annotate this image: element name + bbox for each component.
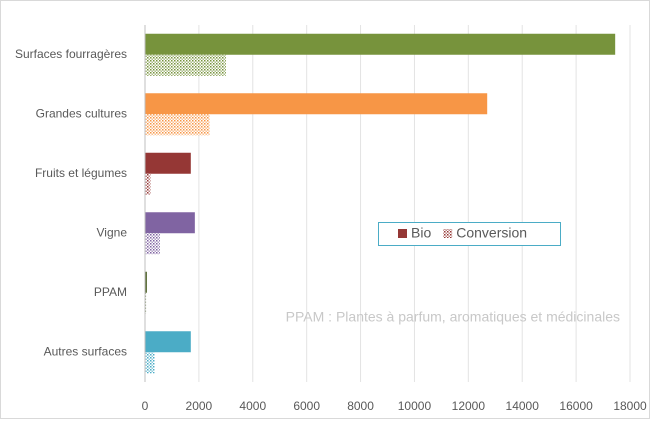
bar (145, 114, 210, 136)
y-tick-label: PPAM (94, 285, 127, 299)
legend-swatch (443, 229, 453, 238)
bar (145, 271, 147, 293)
bar (145, 152, 191, 174)
y-tick-label: Surfaces fourragères (15, 47, 127, 61)
bar (145, 292, 147, 314)
y-tick-label: Grandes cultures (36, 106, 127, 120)
legend-box (378, 222, 561, 246)
x-tick-label: 12000 (452, 399, 486, 413)
bar (145, 173, 151, 195)
annotation: PPAM : Plantes à parfum, aromatiques et … (286, 309, 620, 325)
bar (145, 54, 226, 76)
x-tick-label: 4000 (239, 399, 266, 413)
bar (145, 331, 191, 353)
bar (145, 93, 488, 115)
x-tick-label: 8000 (347, 399, 374, 413)
legend-label: Bio (411, 225, 431, 241)
x-tick-label: 2000 (186, 399, 213, 413)
x-tick-label: 16000 (559, 399, 593, 413)
legend-swatch (398, 229, 407, 238)
bar (145, 352, 155, 374)
y-tick-label: Fruits et légumes (35, 166, 127, 180)
x-tick-label: 18000 (613, 399, 647, 413)
y-tick-label: Autres surfaces (44, 344, 127, 358)
y-tick-label: Vigne (97, 225, 128, 239)
bar (145, 212, 195, 234)
x-tick-label: 0 (142, 399, 149, 413)
legend-label: Conversion (456, 225, 527, 241)
bar (145, 33, 616, 55)
x-tick-label: 6000 (293, 399, 320, 413)
x-tick-label: 14000 (506, 399, 540, 413)
x-tick-label: 10000 (398, 399, 432, 413)
bar (145, 233, 160, 255)
